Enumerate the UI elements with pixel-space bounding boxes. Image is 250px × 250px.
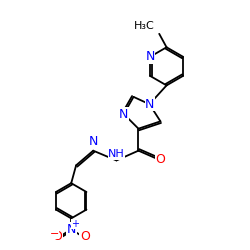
- Text: O: O: [156, 153, 166, 166]
- Text: O: O: [80, 230, 90, 243]
- Text: N: N: [88, 135, 98, 148]
- Text: +: +: [71, 220, 79, 230]
- Text: O: O: [52, 230, 62, 243]
- Text: N: N: [66, 223, 76, 236]
- Text: N: N: [145, 98, 154, 111]
- Text: −: −: [50, 229, 59, 239]
- Text: N: N: [119, 108, 128, 120]
- Text: H₃C: H₃C: [134, 21, 155, 31]
- Text: N: N: [145, 50, 155, 63]
- Text: NH: NH: [108, 149, 125, 159]
